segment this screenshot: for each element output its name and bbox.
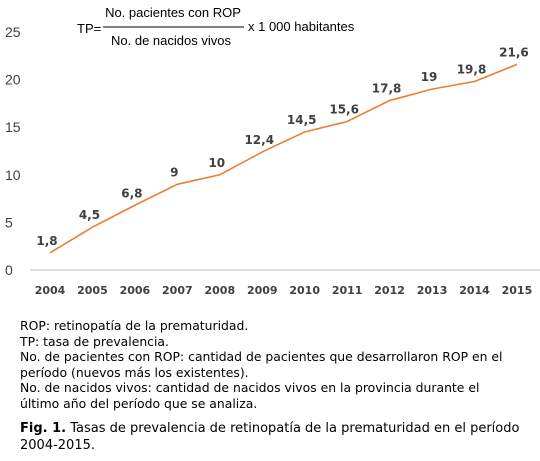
data-label: 17,8: [372, 82, 402, 96]
note-tp: TP: tasa de prevalencia.: [20, 333, 169, 349]
data-label: 15,6: [329, 102, 359, 116]
x-tick-label: 2009: [247, 284, 278, 297]
x-tick-label: 2007: [162, 284, 193, 297]
data-label: 19,8: [457, 63, 487, 77]
y-tick-label: 5: [5, 214, 13, 230]
notes: ROP: retinopatía de la prematuridad. TP:…: [20, 318, 520, 412]
series-line: [49, 63, 518, 254]
x-tick-label: 2013: [417, 284, 448, 297]
note-nacidos: No. de nacidos vivos: cantidad de nacido…: [20, 380, 480, 411]
data-label: 9: [170, 165, 178, 179]
x-axis-ticks: 2004 2005 2006 2007 2008 2009 2010 2011 2012 2013…: [35, 284, 533, 297]
x-tick-label: 2012: [374, 284, 405, 297]
data-label: 12,4: [244, 133, 274, 147]
data-label: 1,8: [36, 234, 57, 248]
figure-caption: Fig. 1. Tasas de prevalencia de retinopa…: [20, 420, 520, 454]
y-tick-label: 0: [5, 262, 13, 278]
x-tick-label: 2008: [204, 284, 235, 297]
formula-lhs: TP=: [77, 21, 101, 36]
y-tick-label: 15: [5, 119, 21, 135]
formula-denominator: No. de nacidos vivos: [111, 33, 231, 48]
x-tick-label: 2015: [502, 284, 533, 297]
y-tick-label: 20: [5, 72, 21, 88]
data-label: 10: [208, 156, 225, 170]
data-label: 6,8: [121, 186, 142, 200]
figure-label: Fig. 1.: [20, 421, 67, 436]
data-label: 4,5: [79, 208, 100, 222]
data-labels: 1,8 4,5 6,8 9 10 12,4 14,5 15,6 17,8 19 19,8 21,6: [36, 45, 528, 247]
figure-caption-text: Tasas de prevalencia de retinopatía de l…: [20, 421, 520, 453]
note-pacientes: No. de pacientes con ROP: cantidad de pa…: [20, 349, 503, 380]
y-axis-ticks: 0 5 10 15 20 25: [5, 24, 21, 278]
data-label: 14,5: [287, 113, 317, 127]
x-tick-label: 2005: [77, 284, 108, 297]
y-tick-label: 25: [5, 24, 21, 40]
x-tick-label: 2010: [289, 284, 320, 297]
note-rop: ROP: retinopatía de la prematuridad.: [20, 318, 249, 333]
x-tick-label: 2014: [459, 284, 490, 297]
x-tick-label: 2004: [35, 284, 66, 297]
formula: TP= No. pacientes con ROP No. de nacidos…: [77, 5, 355, 48]
x-tick-label: 2011: [332, 284, 363, 297]
y-tick-label: 10: [5, 167, 21, 183]
formula-numerator: No. pacientes con ROP: [105, 5, 241, 20]
data-label: 19: [421, 70, 438, 84]
data-label: 21,6: [499, 45, 529, 59]
x-tick-label: 2006: [120, 284, 151, 297]
formula-factor: x 1 000 habitantes: [248, 19, 355, 34]
